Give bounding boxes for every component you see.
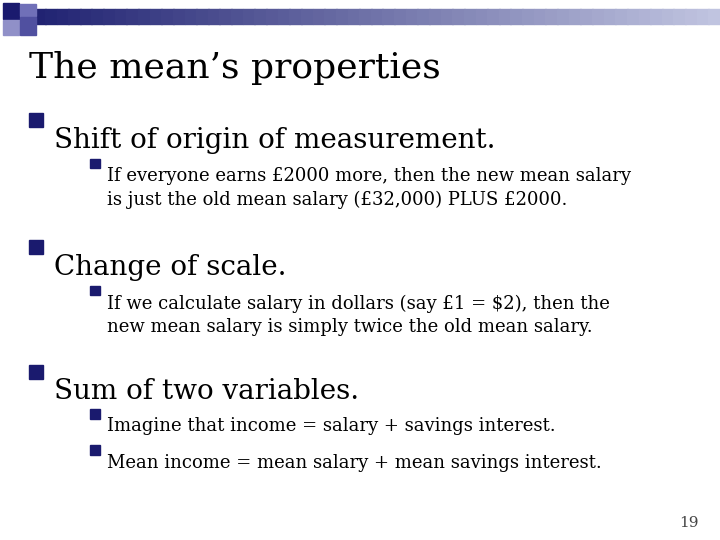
Bar <box>697 9 709 24</box>
Bar <box>103 9 115 24</box>
Bar <box>254 9 266 24</box>
Bar <box>150 9 162 24</box>
Bar <box>196 9 209 24</box>
Text: 19: 19 <box>679 516 698 530</box>
Bar <box>184 9 197 24</box>
Text: If we calculate salary in dollars (say £1 = $2), then the
new mean salary is sim: If we calculate salary in dollars (say £… <box>107 294 609 336</box>
Bar <box>91 9 104 24</box>
Bar <box>127 9 139 24</box>
Bar <box>220 9 232 24</box>
Bar <box>80 9 92 24</box>
Bar <box>382 9 395 24</box>
Bar <box>673 9 686 24</box>
Bar <box>348 9 360 24</box>
Text: Imagine that income = salary + savings interest.: Imagine that income = salary + savings i… <box>107 417 555 435</box>
Bar <box>57 9 69 24</box>
Bar <box>394 9 406 24</box>
Bar <box>29 240 43 254</box>
Bar <box>289 9 302 24</box>
Text: If everyone earns £2000 more, then the new mean salary
is just the old mean sala: If everyone earns £2000 more, then the n… <box>107 167 631 210</box>
Bar <box>546 9 558 24</box>
Bar <box>20 17 36 35</box>
Text: Mean income = mean salary + mean savings interest.: Mean income = mean salary + mean savings… <box>107 454 601 471</box>
Text: Change of scale.: Change of scale. <box>54 254 287 281</box>
Bar <box>499 9 511 24</box>
Bar <box>418 9 430 24</box>
Bar <box>441 9 453 24</box>
Bar <box>336 9 348 24</box>
Bar <box>534 9 546 24</box>
Bar <box>615 9 628 24</box>
Bar <box>603 9 616 24</box>
Bar <box>231 9 243 24</box>
Bar <box>173 9 185 24</box>
Bar <box>114 9 127 24</box>
Bar <box>510 9 523 24</box>
Bar <box>429 9 441 24</box>
Bar <box>3 20 19 35</box>
Bar <box>324 9 337 24</box>
Bar <box>29 364 43 379</box>
Bar <box>452 9 464 24</box>
Bar <box>522 9 534 24</box>
Bar <box>301 9 313 24</box>
Bar <box>22 9 34 24</box>
Bar <box>464 9 477 24</box>
Bar <box>161 9 174 24</box>
Bar <box>266 9 279 24</box>
Bar <box>557 9 570 24</box>
Bar <box>45 9 58 24</box>
Bar <box>371 9 383 24</box>
Bar <box>90 286 100 295</box>
Bar <box>138 9 150 24</box>
Bar <box>708 9 720 24</box>
Text: Sum of two variables.: Sum of two variables. <box>54 378 359 405</box>
Bar <box>650 9 662 24</box>
Bar <box>685 9 698 24</box>
Bar <box>580 9 593 24</box>
Bar <box>29 113 43 127</box>
Bar <box>20 4 36 16</box>
Text: Shift of origin of measurement.: Shift of origin of measurement. <box>54 127 495 154</box>
Bar <box>662 9 674 24</box>
Bar <box>33 9 45 24</box>
Bar <box>359 9 372 24</box>
Bar <box>3 3 19 19</box>
Bar <box>475 9 488 24</box>
Bar <box>90 159 100 168</box>
Bar <box>406 9 418 24</box>
Bar <box>68 9 81 24</box>
Bar <box>90 409 100 419</box>
Bar <box>569 9 581 24</box>
Bar <box>278 9 290 24</box>
Bar <box>592 9 604 24</box>
Bar <box>208 9 220 24</box>
Bar <box>639 9 651 24</box>
Bar <box>90 445 100 455</box>
Bar <box>243 9 255 24</box>
Bar <box>312 9 325 24</box>
Bar <box>487 9 500 24</box>
Bar <box>627 9 639 24</box>
Text: The mean’s properties: The mean’s properties <box>29 51 441 85</box>
